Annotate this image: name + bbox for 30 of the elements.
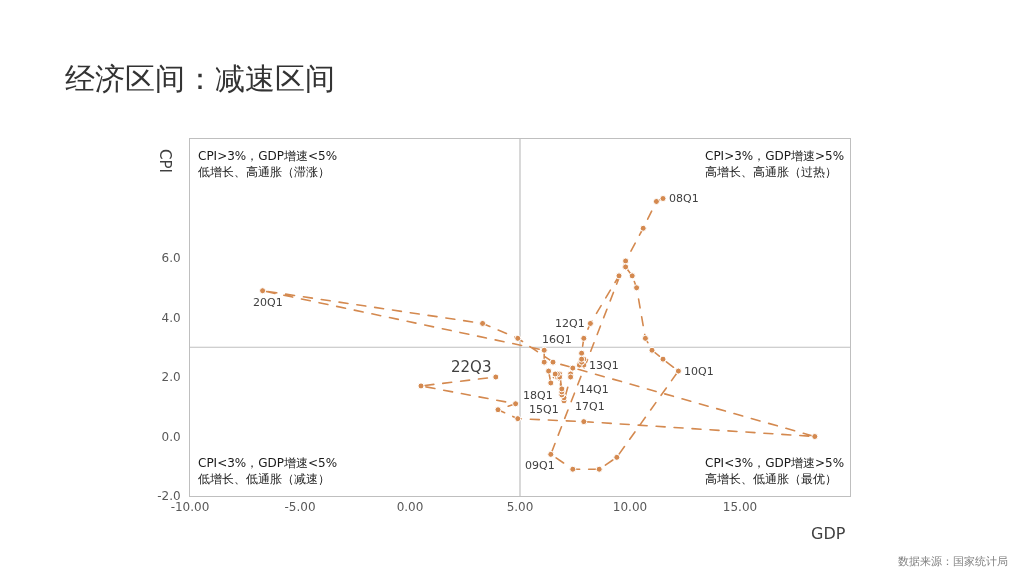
annotation: 14Q1 xyxy=(579,383,609,396)
y-tick-label: 4.0 xyxy=(161,310,181,325)
x-tick-label: 10.00 xyxy=(612,500,648,515)
x-tick-label: -5.00 xyxy=(284,500,316,515)
annotation: CPI>3%，GDP增速>5% 高增长、高通胀（过热） xyxy=(705,149,845,179)
annotation: 15Q1 xyxy=(529,403,559,416)
annotation: 17Q1 xyxy=(575,400,605,413)
annotation: CPI>3%，GDP增速<5% 低增长、高通胀（滞涨） xyxy=(198,149,338,179)
source-note: 数据来源：国家统计局 xyxy=(898,555,1008,568)
annotation: 22Q3 xyxy=(451,358,492,376)
annotation: 10Q1 xyxy=(684,365,714,378)
y-tick-label: 6.0 xyxy=(161,251,181,266)
x-tick-label: 15.00 xyxy=(722,500,758,515)
chart-title: 经济区间：减速区间 xyxy=(65,60,335,96)
annotation: 12Q1 xyxy=(555,317,585,330)
y-axis-title: CPI xyxy=(156,149,174,173)
annotation: CPI<3%，GDP增速<5% 低增长、低通胀（减速） xyxy=(198,456,338,486)
y-tick-label: 0.0 xyxy=(161,429,181,444)
annotation: 08Q1 xyxy=(669,192,699,205)
x-tick-label: 5.00 xyxy=(506,500,534,515)
y-tick-label: 2.0 xyxy=(161,370,181,385)
x-tick-label: 0.00 xyxy=(396,500,424,515)
annotation: CPI<3%，GDP增速>5% 高增长、低通胀（最优） xyxy=(705,456,845,486)
annotation: 20Q1 xyxy=(253,296,283,309)
annotation: 09Q1 xyxy=(525,459,555,472)
annotation: 18Q1 xyxy=(523,389,553,402)
x-tick-label: -10.00 xyxy=(170,500,210,515)
annotation: 13Q1 xyxy=(589,359,619,372)
annotation: 16Q1 xyxy=(542,333,572,346)
x-axis-title: GDP xyxy=(811,524,846,543)
